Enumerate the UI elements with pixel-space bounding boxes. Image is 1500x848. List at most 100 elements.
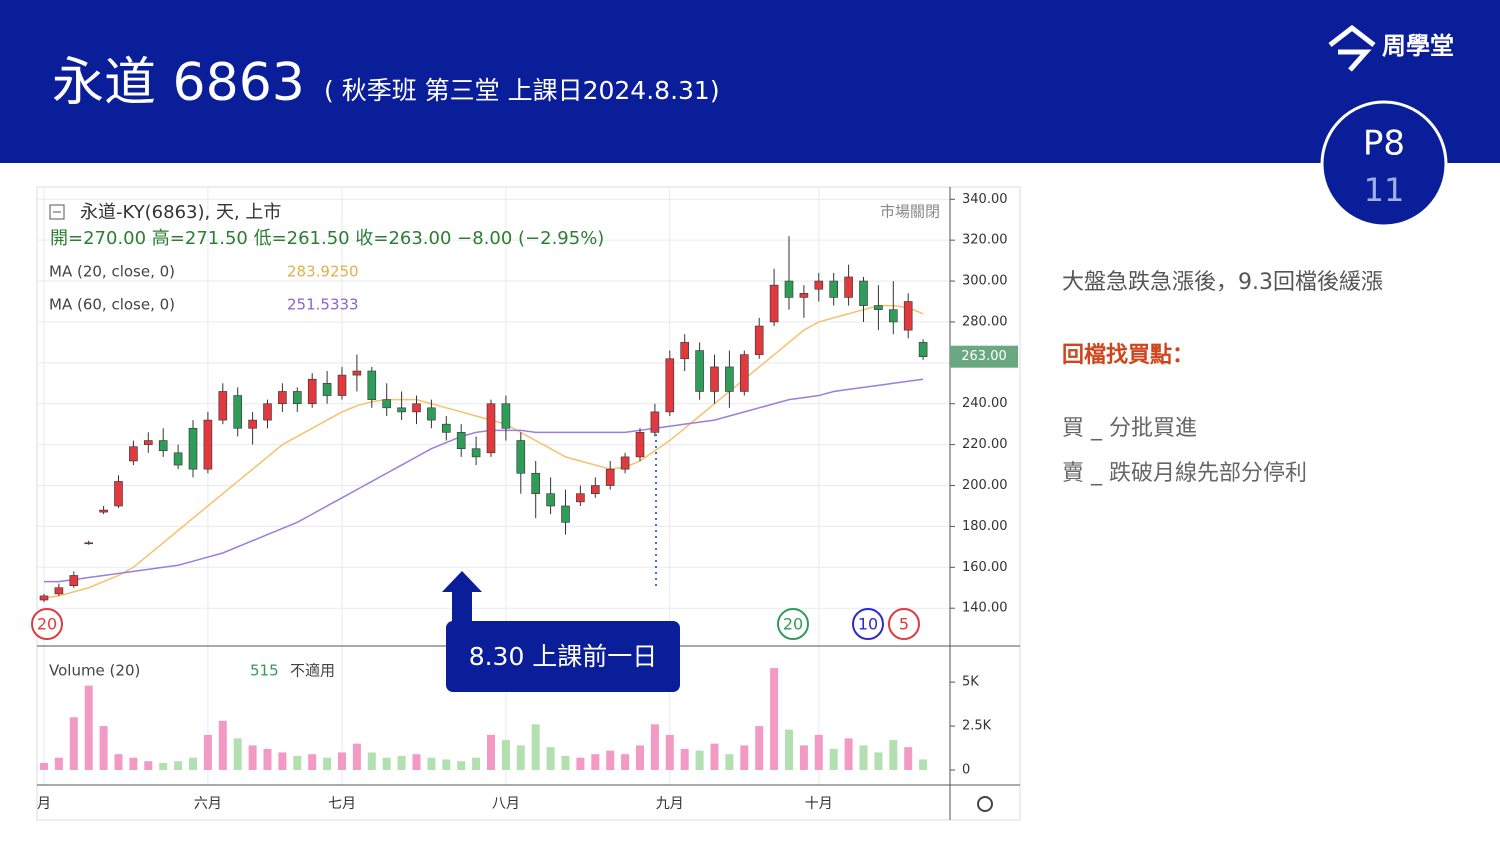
candle-body (501, 403, 511, 429)
volume-bar (427, 757, 436, 770)
settings-icon[interactable] (977, 796, 993, 812)
volume-bar (338, 752, 346, 770)
candle-body (486, 403, 496, 454)
volume-bar (159, 762, 168, 770)
y-tick-label: 340.00 (962, 192, 1008, 207)
volume-bar (799, 745, 808, 770)
volume-bar (397, 755, 406, 770)
volume-bar (919, 759, 928, 770)
volume-bar (636, 745, 644, 770)
volume-bar (516, 745, 525, 770)
subtitle: ( 秋季班 第三堂 上課日2024.8.31) (324, 76, 720, 105)
volume-bar (487, 734, 495, 770)
volume-bar (785, 729, 793, 770)
candle-body (784, 280, 794, 298)
candle-body (680, 342, 690, 360)
event-label: 5 (899, 615, 909, 634)
volume-bar (278, 752, 287, 770)
candle-body (367, 370, 377, 400)
volume-bar (323, 757, 332, 770)
event-label: 20 (37, 615, 57, 634)
page-number: P8 (1363, 124, 1405, 164)
volume-bar (233, 738, 242, 770)
volume-tick-label: 5K (962, 675, 979, 690)
chart-frame (36, 186, 1021, 821)
callout-box (446, 621, 680, 692)
volume-bar (546, 747, 555, 770)
candle-body (799, 293, 809, 298)
candle-body (754, 325, 764, 355)
candle-body (605, 468, 615, 486)
note-buy: 買 _ 分批買進 (1062, 416, 1197, 441)
volume-bar (412, 754, 421, 770)
volume-bar (501, 740, 510, 770)
candle-body (441, 423, 451, 433)
volume-tick-label: 0 (962, 763, 970, 778)
candle-body (620, 456, 630, 470)
volume-bar (859, 745, 868, 770)
x-tick-label: 六月 (194, 796, 222, 812)
candle-body (39, 595, 49, 601)
candle-body (665, 358, 675, 413)
candle-body (456, 432, 466, 450)
event-label: 20 (783, 615, 803, 634)
header-band (0, 0, 1500, 163)
volume-extra: 不適用 (290, 662, 335, 680)
volume-value: 515 (250, 662, 279, 680)
event-label: 10 (858, 615, 878, 634)
volume-bar (203, 734, 212, 770)
candle-body (739, 354, 749, 392)
note-sell: 賣 _ 跌破月線先部分停利 (1062, 461, 1307, 486)
ma-line (43, 304, 924, 599)
last-price-box (950, 345, 1018, 368)
page-sub: 11 (1364, 171, 1405, 209)
candle-body (874, 305, 883, 310)
x-tick-label: 月 (37, 796, 51, 812)
ma-line (44, 378, 924, 583)
candle-body (382, 399, 392, 409)
candle-body (590, 485, 600, 494)
candle-body (576, 493, 585, 503)
ohlc-info: 開=270.00 高=271.50 低=261.50 收=263.00 −8.0… (50, 228, 604, 249)
candle-body (84, 542, 93, 545)
candle-body (218, 391, 228, 421)
chart: 永道-KY(6863), 天, 上市 開=270.00 高=271.50 低=2… (31, 186, 1021, 821)
y-tick-label: 240.00 (962, 396, 1008, 411)
candle-body (248, 419, 257, 429)
candle-body (173, 452, 183, 466)
volume-bar (472, 757, 481, 770)
event-marker (31, 608, 63, 640)
volume-bar (770, 668, 779, 770)
candle-body (695, 350, 704, 392)
volume-bar (680, 748, 689, 770)
page-badge (1320, 100, 1448, 228)
volume-bar (889, 740, 898, 770)
volume-title: Volume (20) (49, 662, 140, 680)
candle-body (888, 309, 898, 323)
last-price-label: 263.00 (961, 349, 1007, 364)
y-tick-label: 300.00 (962, 274, 1008, 289)
volume-bar (248, 745, 257, 770)
legend-name: MA (20, close, 0) (49, 263, 175, 281)
volume-bar (99, 726, 108, 770)
volume-bar (740, 745, 749, 770)
volume-bar (84, 685, 93, 770)
x-tick-label: 七月 (328, 796, 356, 812)
x-tick-label: 九月 (656, 796, 684, 812)
candle-body (531, 472, 541, 494)
volume-bar (904, 747, 913, 770)
volume-bar (308, 754, 317, 770)
note-heading: 回檔找買點： (1062, 342, 1194, 368)
candle-body (307, 378, 317, 405)
volume-bar (367, 752, 376, 770)
event-marker (852, 608, 884, 640)
y-tick-label: 220.00 (962, 437, 1008, 452)
volume-bar (218, 720, 227, 770)
collapse-icon[interactable] (49, 204, 65, 220)
candle-body (844, 276, 853, 298)
candle-body (918, 342, 928, 358)
volume-bar (352, 743, 361, 770)
volume-bar (561, 755, 570, 770)
volume-bar (710, 743, 719, 770)
y-tick-label: 200.00 (962, 478, 1008, 493)
